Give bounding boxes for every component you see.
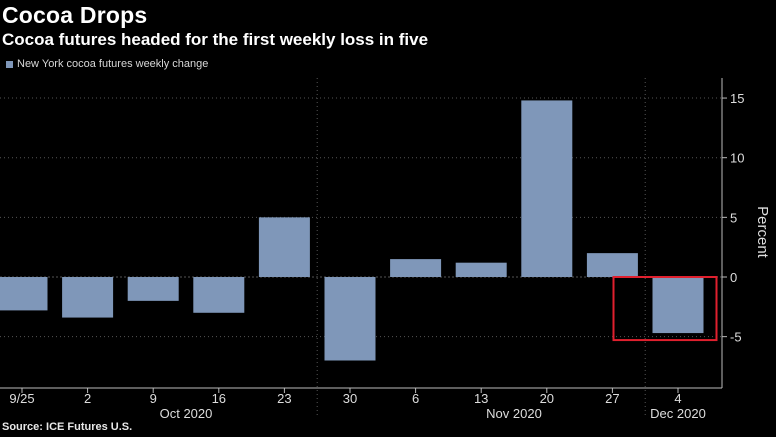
x-tick-label: 9/25 bbox=[9, 391, 34, 406]
y-tick-label: -5 bbox=[730, 330, 742, 345]
legend: New York cocoa futures weekly change bbox=[6, 58, 208, 70]
x-tick-label: 30 bbox=[343, 391, 357, 406]
bar-23 bbox=[258, 217, 310, 277]
bar-9 bbox=[127, 277, 179, 301]
source-note: Source: ICE Futures U.S. bbox=[2, 421, 133, 433]
bar-20 bbox=[521, 100, 573, 277]
y-tick-label: 15 bbox=[730, 91, 744, 106]
legend-swatch bbox=[6, 60, 13, 68]
bar-6 bbox=[390, 259, 442, 277]
month-label: Oct 2020 bbox=[160, 406, 213, 421]
x-tick-label: 16 bbox=[212, 391, 226, 406]
legend-label: New York cocoa futures weekly change bbox=[17, 58, 209, 70]
y-tick-label: 0 bbox=[730, 270, 737, 285]
bar-9/25 bbox=[0, 277, 48, 311]
bar-27 bbox=[586, 253, 638, 277]
highlight-box bbox=[612, 276, 718, 342]
x-tick-label: 23 bbox=[277, 391, 291, 406]
bar-13 bbox=[455, 262, 507, 277]
bar-2 bbox=[62, 277, 114, 318]
x-tick-label: 20 bbox=[540, 391, 554, 406]
bar-30 bbox=[324, 277, 376, 361]
month-label: Nov 2020 bbox=[486, 406, 542, 421]
y-tick-label: 10 bbox=[730, 151, 744, 166]
x-tick-label: 13 bbox=[474, 391, 488, 406]
x-tick-label: 4 bbox=[674, 391, 681, 406]
bar-4 bbox=[652, 277, 704, 334]
y-tick-label: 5 bbox=[730, 210, 737, 225]
chart-subtitle: Cocoa futures headed for the first weekl… bbox=[2, 30, 429, 49]
x-tick-label: 2 bbox=[84, 391, 91, 406]
x-tick-label: 6 bbox=[412, 391, 419, 406]
bar-16 bbox=[193, 277, 245, 313]
month-label: Dec 2020 bbox=[650, 406, 706, 421]
chart-title: Cocoa Drops bbox=[2, 2, 148, 28]
x-tick-label: 27 bbox=[605, 391, 619, 406]
y-axis-label: Percent bbox=[754, 206, 771, 259]
x-tick-label: 9 bbox=[150, 391, 157, 406]
